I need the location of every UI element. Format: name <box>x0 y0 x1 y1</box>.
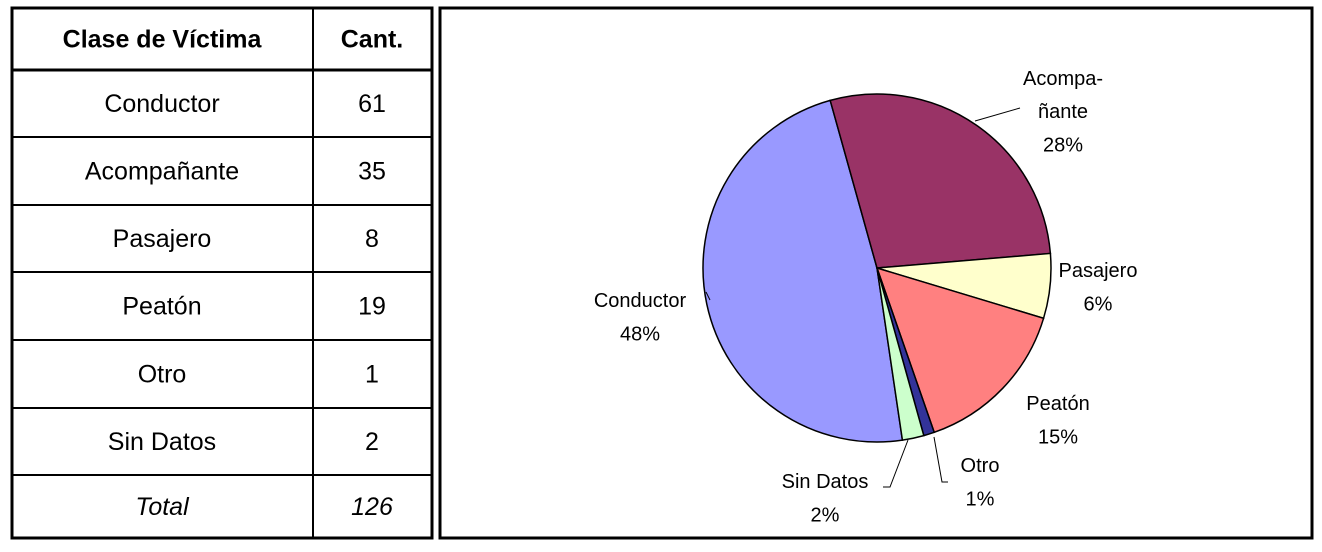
slice-label: Conductor <box>594 290 687 312</box>
slice-label: Acompa-ñante <box>1023 68 1103 123</box>
table-cell: 35 <box>358 158 386 186</box>
table-cell: Otro <box>138 361 187 389</box>
table-cell: 2 <box>365 428 379 456</box>
leader-line <box>933 436 948 483</box>
table-cell: 8 <box>365 225 379 253</box>
slice-value-label: 1% <box>966 488 995 510</box>
pie-slice <box>702 99 904 443</box>
table-cell: 1 <box>365 361 379 389</box>
table-cell: Conductor <box>104 90 219 118</box>
slice-value-label: 6% <box>1084 293 1113 315</box>
table-cell: Peatón <box>122 293 201 321</box>
table-cell: Clase de Víctima <box>63 26 263 54</box>
pie-slice <box>876 267 925 441</box>
slice-value-label: 15% <box>1038 426 1078 448</box>
leader-line <box>974 107 1021 122</box>
table-cell: Sin Datos <box>108 428 216 456</box>
slice-value-label: 48% <box>620 323 660 345</box>
pie-slice <box>875 266 1045 434</box>
table-cell: 126 <box>351 493 393 521</box>
table-cell: Cant. <box>341 26 404 54</box>
table-cell: Acompañante <box>85 158 239 186</box>
slice-label: Otro <box>961 455 1000 477</box>
slice-value-label: 2% <box>811 504 840 526</box>
table-cell: Total <box>135 493 190 521</box>
slice-label: Sin Datos <box>782 471 869 493</box>
table-cell: Pasajero <box>113 225 212 253</box>
slice-label: Pasajero <box>1059 260 1138 282</box>
leader-line <box>883 439 909 488</box>
slice-label: Peatón <box>1026 393 1089 415</box>
table-cell: 19 <box>358 293 386 321</box>
pie-slice <box>829 93 1052 269</box>
leader-line <box>705 291 711 301</box>
table-cell: 61 <box>358 90 386 118</box>
slice-value-label: 28% <box>1043 134 1083 156</box>
